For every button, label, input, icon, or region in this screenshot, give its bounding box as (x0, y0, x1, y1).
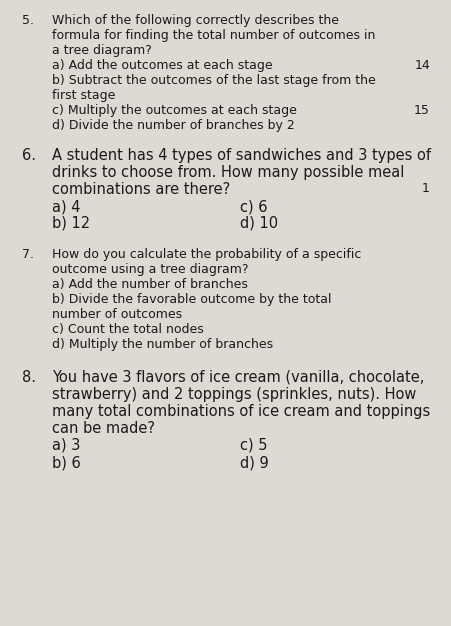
Text: c) Count the total nodes: c) Count the total nodes (52, 323, 204, 336)
Text: c) 6: c) 6 (240, 199, 267, 214)
Text: 1: 1 (422, 182, 430, 195)
Text: b) 12: b) 12 (52, 216, 90, 231)
Text: 7.: 7. (22, 248, 34, 261)
Text: Which of the following correctly describes the: Which of the following correctly describ… (52, 14, 339, 27)
Text: first stage: first stage (52, 89, 115, 102)
Text: outcome using a tree diagram?: outcome using a tree diagram? (52, 263, 249, 276)
Text: 14: 14 (414, 59, 430, 72)
Text: formula for finding the total number of outcomes in: formula for finding the total number of … (52, 29, 375, 42)
Text: number of outcomes: number of outcomes (52, 308, 182, 321)
Text: 5.: 5. (22, 14, 34, 27)
Text: strawberry) and 2 toppings (sprinkles, nuts). How: strawberry) and 2 toppings (sprinkles, n… (52, 387, 416, 402)
Text: d) 10: d) 10 (240, 216, 278, 231)
Text: c) Multiply the outcomes at each stage: c) Multiply the outcomes at each stage (52, 104, 297, 117)
Text: d) Divide the number of branches by 2: d) Divide the number of branches by 2 (52, 119, 295, 132)
Text: a) 4: a) 4 (52, 199, 80, 214)
Text: A student has 4 types of sandwiches and 3 types of: A student has 4 types of sandwiches and … (52, 148, 431, 163)
Text: How do you calculate the probability of a specific: How do you calculate the probability of … (52, 248, 361, 261)
Text: d) Multiply the number of branches: d) Multiply the number of branches (52, 338, 273, 351)
Text: 15: 15 (414, 104, 430, 117)
Text: 6.: 6. (22, 148, 36, 163)
Text: a) 3: a) 3 (52, 438, 80, 453)
Text: b) 6: b) 6 (52, 455, 81, 470)
Text: b) Subtract the outcomes of the last stage from the: b) Subtract the outcomes of the last sta… (52, 74, 376, 87)
Text: many total combinations of ice cream and toppings: many total combinations of ice cream and… (52, 404, 430, 419)
Text: d) 9: d) 9 (240, 455, 269, 470)
Text: c) 5: c) 5 (240, 438, 267, 453)
Text: drinks to choose from. How many possible meal: drinks to choose from. How many possible… (52, 165, 405, 180)
Text: 8.: 8. (22, 370, 36, 385)
Text: can be made?: can be made? (52, 421, 155, 436)
Text: a tree diagram?: a tree diagram? (52, 44, 152, 57)
Text: a) Add the outcomes at each stage: a) Add the outcomes at each stage (52, 59, 272, 72)
Text: You have 3 flavors of ice cream (vanilla, chocolate,: You have 3 flavors of ice cream (vanilla… (52, 370, 424, 385)
Text: a) Add the number of branches: a) Add the number of branches (52, 278, 248, 291)
Text: combinations are there?: combinations are there? (52, 182, 230, 197)
Text: b) Divide the favorable outcome by the total: b) Divide the favorable outcome by the t… (52, 293, 331, 306)
